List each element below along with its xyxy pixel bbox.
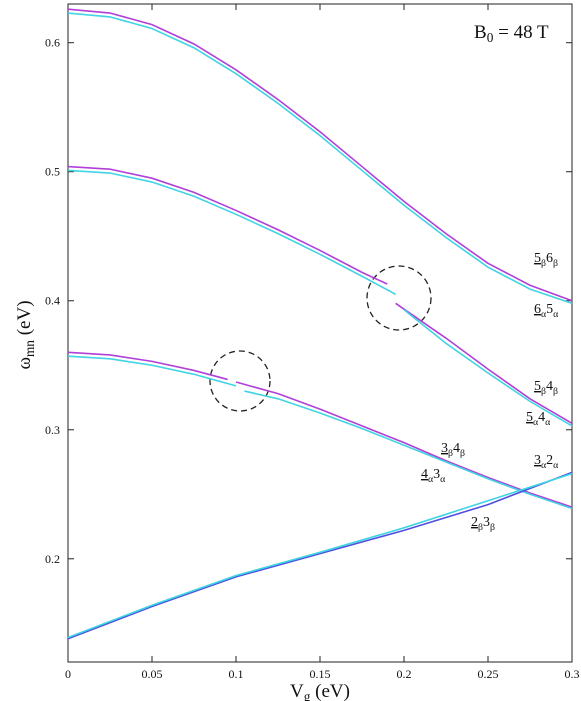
x-tick-label: 0.25	[478, 667, 499, 681]
y-tick-label: 0.5	[45, 165, 60, 179]
x-tick-label: 0.2	[397, 667, 412, 681]
curve-label: 3α2α	[534, 453, 558, 471]
data-line	[67, 8, 573, 302]
curve-label: 3β4β	[441, 441, 465, 459]
data-line	[67, 12, 573, 305]
data-line	[67, 351, 573, 508]
y-tick-label: 0.3	[45, 423, 60, 437]
data-line	[67, 165, 573, 425]
curve-label: 2β3β	[471, 515, 495, 533]
x-axis-title: Vg (eV)	[290, 681, 350, 701]
highlight-circle	[209, 350, 271, 412]
highlight-circle	[366, 265, 432, 331]
data-line	[67, 471, 573, 640]
data-line	[67, 355, 573, 510]
data-line	[67, 169, 573, 427]
curve-label: 4α3α	[421, 467, 445, 485]
curve-label: 5α4α	[526, 410, 550, 428]
y-tick-label: 0.4	[45, 294, 60, 308]
x-tick-label: 0.05	[142, 667, 163, 681]
data-line	[67, 472, 573, 639]
y-tick-label: 0.2	[45, 552, 60, 566]
plot-frame	[67, 3, 573, 663]
y-tick-label: 0.6	[45, 36, 60, 50]
x-tick-label: 0.1	[229, 667, 244, 681]
x-tick-label: 0.15	[310, 667, 331, 681]
curve-label: 5β4β	[534, 379, 558, 397]
curve-label: 5β6β	[534, 251, 558, 269]
curve-label: 6α5α	[534, 302, 558, 320]
x-tick-label: 0.3	[565, 667, 580, 681]
x-tick-label: 0	[65, 667, 71, 681]
y-axis-title: ωmn (eV)	[14, 300, 37, 369]
chart-title: B0 = 48 T	[474, 22, 549, 45]
